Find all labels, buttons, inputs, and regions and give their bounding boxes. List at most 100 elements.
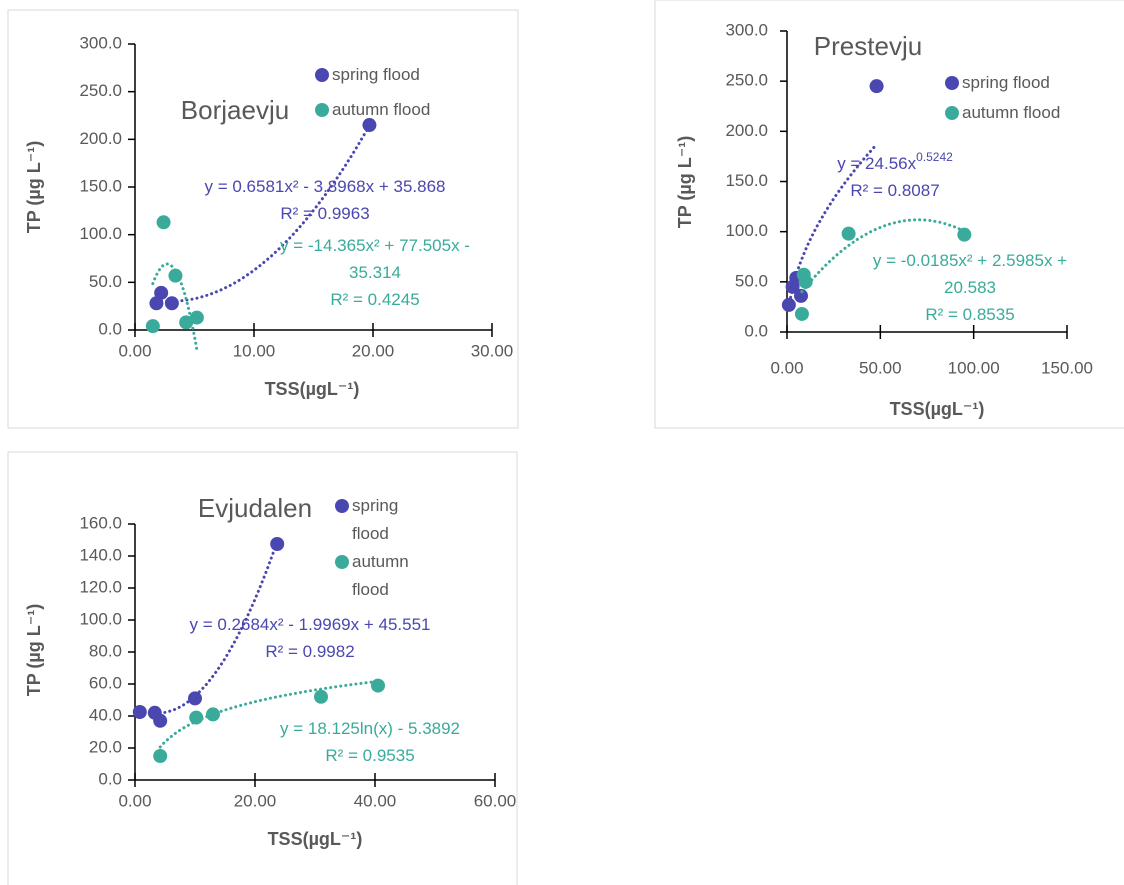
y-axis-title: TP (µg L⁻¹) bbox=[24, 604, 44, 697]
y-axis-title: TP (µg L⁻¹) bbox=[675, 136, 695, 229]
y-tick-label: 0.0 bbox=[98, 769, 122, 788]
label-part: y = 0.6581x² - 3.8968x + 35.868 bbox=[204, 177, 445, 196]
data-point bbox=[153, 749, 168, 763]
trendline-label: R² = 0.9535 bbox=[325, 746, 414, 765]
trendline-label: 35.314 bbox=[349, 263, 401, 282]
data-point bbox=[798, 274, 813, 289]
data-point bbox=[164, 296, 179, 311]
y-tick-label: 50.0 bbox=[89, 272, 122, 291]
data-point bbox=[179, 315, 194, 330]
y-tick-label: 150.0 bbox=[79, 176, 122, 195]
label-part: R² = 0.9982 bbox=[265, 642, 354, 661]
trendline bbox=[787, 143, 879, 309]
y-tick-label: 100.0 bbox=[79, 224, 122, 243]
legend-label: autumn flood bbox=[332, 100, 431, 119]
y-axis-title: TP (µg L⁻¹) bbox=[24, 141, 44, 234]
data-point bbox=[314, 689, 328, 704]
legend-marker bbox=[945, 106, 959, 120]
panel-border bbox=[7, 451, 518, 885]
label-part: y = 0.2684x² - 1.9969x + 45.551 bbox=[189, 615, 430, 634]
legend-label: autumn flood bbox=[352, 552, 409, 599]
data-point bbox=[869, 79, 884, 94]
superscript: 0.5242 bbox=[916, 150, 953, 164]
trendline-label: y = -0.0185x² + 2.5985x + bbox=[873, 251, 1067, 270]
label-part: y = 24.56x bbox=[837, 154, 916, 173]
trendline-label: R² = 0.9982 bbox=[265, 642, 354, 661]
y-tick-label: 140.0 bbox=[79, 545, 122, 564]
chart: 0.0 50.0 100.0 150.0 200.0 250.0 300.0 0.00 10.0… bbox=[7, 9, 519, 429]
trendline-label: y = -14.365x² + 77.505x - bbox=[280, 236, 470, 255]
legend-entry: spring flood bbox=[332, 65, 420, 84]
label-part: y = -14.365x² + 77.505x - bbox=[280, 236, 470, 255]
data-point bbox=[841, 226, 856, 241]
x-tick-label: 0.00 bbox=[770, 358, 803, 377]
chart-title: Evjudalen bbox=[198, 493, 312, 523]
legend-entry: spring flood bbox=[352, 496, 398, 543]
x-tick-label: 60.00 bbox=[474, 791, 517, 810]
x-tick-label: 20.00 bbox=[352, 341, 395, 360]
chart: 0.0 50.0 100.0 150.0 200.0 250.0 300.0 0.00 50.0… bbox=[654, 0, 1124, 429]
y-tick-label: 0.0 bbox=[98, 319, 122, 338]
data-point bbox=[189, 710, 204, 725]
x-axis-title: TSS(µgL⁻¹) bbox=[890, 399, 985, 419]
y-tick-label: 150.0 bbox=[725, 171, 768, 190]
legend-marker bbox=[315, 103, 329, 117]
y-tick-label: 120.0 bbox=[79, 577, 122, 596]
x-tick-label: 0.00 bbox=[118, 341, 151, 360]
panel-border bbox=[7, 9, 519, 429]
legend-label: spring flood bbox=[332, 65, 420, 84]
data-point bbox=[270, 537, 285, 551]
data-point bbox=[168, 268, 183, 283]
trendline-label: y = 0.2684x² - 1.9969x + 45.551 bbox=[189, 615, 430, 634]
legend-entry: spring flood bbox=[962, 73, 1050, 92]
legend-marker bbox=[315, 68, 329, 82]
legend-marker bbox=[335, 555, 349, 569]
data-point bbox=[188, 691, 202, 706]
data-point bbox=[189, 310, 204, 325]
label-part: R² = 0.8087 bbox=[850, 181, 939, 200]
data-point bbox=[154, 285, 169, 300]
data-point bbox=[957, 227, 972, 242]
trendline-label: R² = 0.8535 bbox=[925, 305, 1014, 324]
data-point bbox=[206, 707, 220, 722]
label-part: 35.314 bbox=[349, 263, 401, 282]
x-tick-label: 100.00 bbox=[948, 358, 1000, 377]
x-tick-label: 10.00 bbox=[233, 341, 276, 360]
y-tick-label: 60.0 bbox=[89, 673, 122, 692]
x-tick-label: 30.00 bbox=[471, 341, 514, 360]
y-tick-label: 0.0 bbox=[744, 321, 768, 340]
panel-border bbox=[654, 0, 1124, 429]
chart: 0.0 20.0 40.0 60.0 80.0 100.0 120.0 140.0 160.0 0… bbox=[7, 451, 518, 885]
label-part: y = -0.0185x² + 2.5985x + bbox=[873, 251, 1067, 270]
y-tick-label: 40.0 bbox=[89, 705, 122, 724]
label-part: R² = 0.4245 bbox=[330, 290, 419, 309]
legend-label: spring flood bbox=[962, 73, 1050, 92]
legend-marker bbox=[335, 499, 349, 513]
legend-entry: autumn flood bbox=[352, 552, 409, 599]
y-tick-label: 200.0 bbox=[725, 121, 768, 140]
legend-entry: autumn flood bbox=[962, 103, 1061, 122]
data-point bbox=[794, 288, 808, 303]
trendline-label: R² = 0.4245 bbox=[330, 290, 419, 309]
x-tick-label: 40.00 bbox=[354, 791, 397, 810]
trendline bbox=[154, 124, 371, 303]
y-tick-label: 300.0 bbox=[725, 20, 768, 39]
y-tick-label: 50.0 bbox=[735, 271, 768, 290]
label-part: R² = 0.9535 bbox=[325, 746, 414, 765]
data-point bbox=[153, 713, 168, 728]
x-axis-title: TSS(µgL⁻¹) bbox=[265, 379, 360, 399]
x-tick-label: 50.00 bbox=[859, 358, 902, 377]
data-point bbox=[781, 297, 796, 312]
y-tick-label: 200.0 bbox=[79, 129, 122, 148]
trendline-label: y = 18.125ln(x) - 5.3892 bbox=[280, 719, 460, 738]
legend-entry: autumn flood bbox=[332, 100, 431, 119]
data-point bbox=[132, 705, 147, 719]
legend-marker bbox=[945, 76, 959, 90]
data-point bbox=[145, 319, 160, 334]
y-tick-label: 250.0 bbox=[725, 71, 768, 90]
label-part: R² = 0.8535 bbox=[925, 305, 1014, 324]
legend-label: autumn flood bbox=[962, 103, 1061, 122]
y-tick-label: 250.0 bbox=[79, 81, 122, 100]
trendline-label: R² = 0.9963 bbox=[280, 204, 369, 223]
